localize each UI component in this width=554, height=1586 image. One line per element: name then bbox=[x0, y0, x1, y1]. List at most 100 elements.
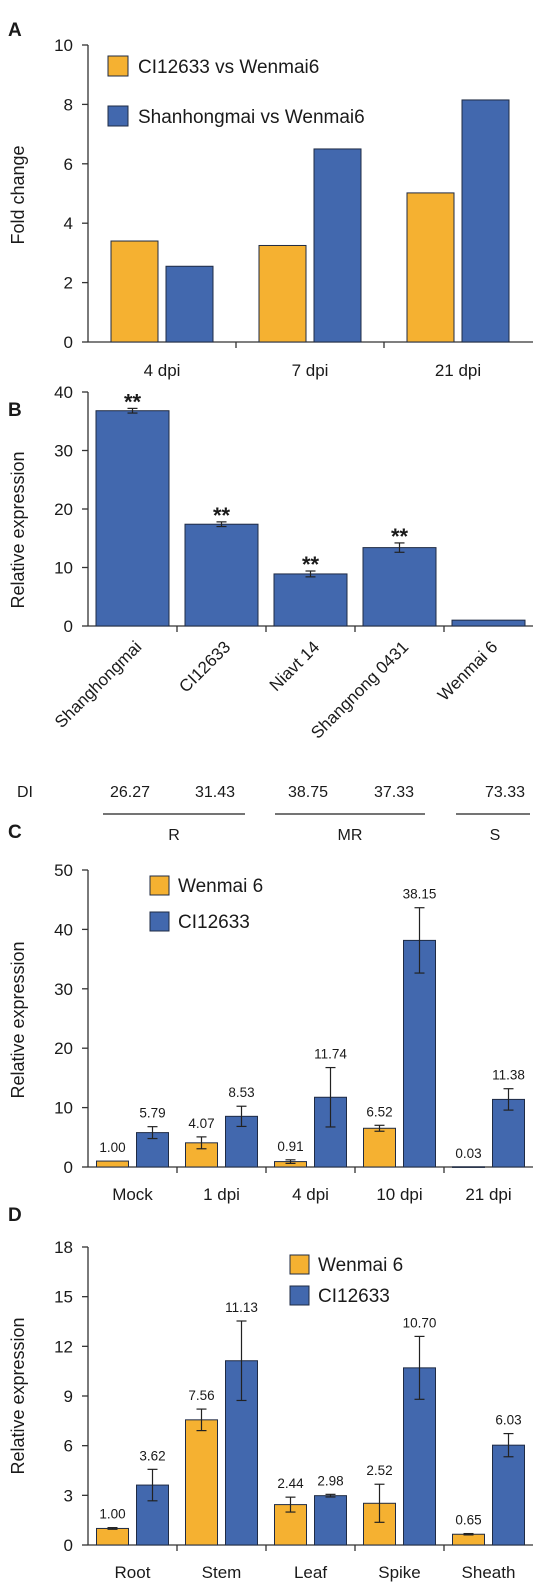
y-tick-label: 4 bbox=[64, 214, 73, 233]
x-category-label: 10 dpi bbox=[376, 1185, 422, 1204]
y-tick-label: 10 bbox=[54, 1099, 73, 1118]
x-category-label: Leaf bbox=[294, 1563, 327, 1582]
di-value: 38.75 bbox=[288, 784, 328, 801]
panel-letter: A bbox=[8, 20, 22, 41]
significance-marker: ** bbox=[124, 389, 142, 414]
chart-panel-b: B Relative expression 0 10 20 30 40 Shanghongma… bbox=[8, 383, 533, 844]
significance-marker: ** bbox=[302, 552, 320, 577]
di-value: 73.33 bbox=[485, 784, 525, 801]
bar bbox=[313, 148, 362, 343]
y-tick-label: 8 bbox=[64, 95, 73, 114]
bar bbox=[452, 1533, 485, 1546]
bar bbox=[314, 1495, 347, 1546]
x-category-label: 4 dpi bbox=[144, 361, 181, 380]
data-label: 7.56 bbox=[188, 1388, 214, 1403]
bar bbox=[492, 1444, 525, 1546]
y-tick-label: 40 bbox=[54, 383, 73, 402]
legend-label: Wenmai 6 bbox=[178, 876, 263, 897]
data-label: 1.00 bbox=[99, 1507, 125, 1522]
y-tick-label: 50 bbox=[54, 861, 73, 880]
legend-label: Shanhongmai vs Wenmai6 bbox=[138, 107, 365, 128]
x-category-label: 4 dpi bbox=[292, 1185, 329, 1204]
bar bbox=[96, 1160, 129, 1168]
y-tick-label: 18 bbox=[54, 1238, 73, 1257]
bar bbox=[185, 1419, 218, 1546]
chart-panel-c: C Relative expression 0 10 20 30 40 50 Mock 1.00 5… bbox=[8, 822, 533, 1204]
y-tick-label: 20 bbox=[54, 1039, 73, 1058]
bar bbox=[258, 244, 307, 343]
legend-label: Wenmai 6 bbox=[318, 1255, 403, 1276]
y-tick-label: 30 bbox=[54, 442, 73, 461]
y-tick-label: 0 bbox=[64, 1536, 73, 1555]
x-category-label: Sheath bbox=[462, 1563, 516, 1582]
x-category-label: 7 dpi bbox=[292, 361, 329, 380]
x-category-label: Spike bbox=[378, 1563, 421, 1582]
data-label: 5.79 bbox=[139, 1106, 165, 1121]
di-table: DI 26.27 31.43 38.75 37.33 73.33 R MR S bbox=[17, 784, 530, 844]
data-label: 2.44 bbox=[277, 1476, 304, 1491]
y-tick-label: 10 bbox=[54, 559, 73, 578]
legend-label: CI12633 vs Wenmai6 bbox=[138, 57, 319, 78]
y-axis-label: Relative expression bbox=[8, 451, 28, 608]
bar bbox=[451, 619, 526, 627]
data-label: 10.70 bbox=[403, 1315, 437, 1330]
significance-marker: ** bbox=[391, 524, 409, 549]
data-label: 4.07 bbox=[188, 1116, 214, 1131]
data-label: 11.13 bbox=[225, 1300, 258, 1315]
di-group-label: S bbox=[490, 827, 501, 844]
y-tick-label: 6 bbox=[64, 1437, 73, 1456]
di-value: 31.43 bbox=[195, 784, 235, 801]
legend-swatch bbox=[289, 1285, 310, 1306]
y-axis-label: Fold change bbox=[8, 145, 28, 244]
panel-letter: C bbox=[8, 822, 22, 843]
legend-swatch bbox=[107, 105, 129, 127]
y-tick-label: 12 bbox=[54, 1337, 73, 1356]
y-tick-label: 10 bbox=[54, 36, 73, 55]
legend-label: CI12633 bbox=[318, 1286, 390, 1307]
data-label: 6.03 bbox=[495, 1413, 521, 1428]
y-tick-label: 2 bbox=[64, 274, 73, 293]
data-label: 8.53 bbox=[228, 1085, 254, 1100]
legend-swatch bbox=[149, 911, 170, 932]
x-category-label: 21 dpi bbox=[435, 361, 481, 380]
x-category-label: Stem bbox=[202, 1563, 242, 1582]
bar bbox=[95, 410, 170, 627]
y-tick-label: 3 bbox=[64, 1486, 73, 1505]
data-label: 2.98 bbox=[317, 1473, 343, 1488]
y-tick-label: 40 bbox=[54, 920, 73, 939]
bar bbox=[461, 99, 510, 343]
di-group-label: R bbox=[168, 827, 180, 844]
significance-marker: ** bbox=[213, 503, 231, 528]
data-label: 1.00 bbox=[99, 1140, 125, 1155]
bar bbox=[452, 1166, 485, 1168]
x-category-label: Mock bbox=[112, 1185, 153, 1204]
panel-letter: B bbox=[8, 400, 22, 421]
di-value: 37.33 bbox=[374, 784, 414, 801]
y-axis-label: Relative expression bbox=[8, 941, 28, 1098]
y-tick-label: 9 bbox=[64, 1387, 73, 1406]
bar bbox=[403, 939, 436, 1168]
y-tick-label: 15 bbox=[54, 1288, 73, 1307]
data-label: 11.38 bbox=[492, 1068, 525, 1083]
data-label: 11.74 bbox=[314, 1047, 347, 1062]
y-tick-label: 0 bbox=[64, 617, 73, 636]
x-category-label: Niavt 14 bbox=[266, 637, 324, 695]
x-category-label: CI12633 bbox=[175, 637, 234, 696]
x-category-label: Shangnong 0431 bbox=[307, 637, 412, 742]
panel-letter: D bbox=[8, 1205, 22, 1226]
bar bbox=[96, 1527, 129, 1546]
bar bbox=[273, 573, 348, 627]
bar bbox=[362, 547, 437, 627]
y-tick-label: 30 bbox=[54, 980, 73, 999]
x-category-label: 21 dpi bbox=[465, 1185, 511, 1204]
y-tick-label: 0 bbox=[64, 1158, 73, 1177]
data-label: 3.62 bbox=[139, 1448, 165, 1463]
chart-panel-d: D Relative expression 0 3 6 9 12 15 18 Root 1.00 3.… bbox=[8, 1205, 533, 1582]
y-axis-label: Relative expression bbox=[8, 1317, 28, 1474]
legend-swatch bbox=[149, 875, 170, 896]
bar bbox=[110, 240, 159, 343]
data-label: 38.15 bbox=[403, 887, 437, 902]
legend-swatch bbox=[289, 1254, 310, 1275]
di-value: 26.27 bbox=[110, 784, 150, 801]
